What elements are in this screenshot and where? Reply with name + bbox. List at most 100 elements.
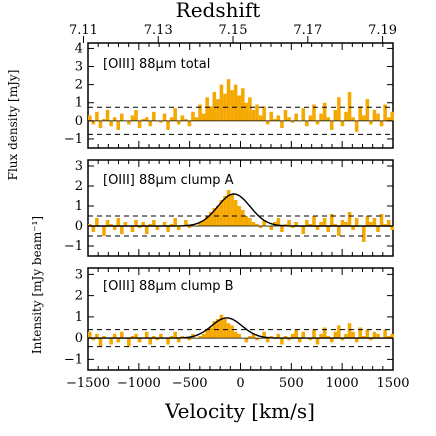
spectrum-bar <box>326 336 330 339</box>
spectrum-bar <box>347 323 352 339</box>
spectrum-bar <box>180 115 185 121</box>
spectrum-bar <box>184 119 188 121</box>
spectrum-bar <box>116 120 121 130</box>
spectrum-bar <box>201 333 206 339</box>
top-axis-title: Redshift <box>176 0 261 22</box>
spectrum-bar <box>187 226 192 228</box>
spectrum-bar <box>312 329 316 339</box>
spectrum-bar <box>326 226 330 232</box>
spectrum-bar <box>358 106 362 121</box>
spectrum-bar <box>230 90 234 121</box>
spectrum-bar <box>354 120 359 132</box>
spectrum-bar <box>134 333 138 339</box>
spectrum-bar <box>322 327 327 339</box>
spectrum-bar <box>344 222 348 226</box>
y-tick-label: 0 <box>75 114 83 129</box>
spectrum-bar <box>365 99 370 121</box>
spectrum-bar <box>244 216 249 226</box>
spectrum-bar <box>162 222 167 226</box>
spectrum-bar <box>322 218 327 226</box>
spectrum-bar <box>91 226 96 232</box>
spectrum-bar <box>255 338 259 341</box>
spectrum-bar <box>152 220 156 226</box>
y-tick-label: 0 <box>75 219 83 234</box>
spectrum-bar <box>226 79 231 121</box>
spectrum-bar <box>176 226 181 230</box>
panel-clump-a: −1 0 1 2 3 <box>64 159 395 257</box>
spectrum-bar <box>116 338 121 343</box>
spectrum-bar <box>329 120 334 130</box>
spectrum-bar <box>329 214 334 226</box>
spectrum-bar <box>262 331 266 339</box>
y-tick-label: 4 <box>75 41 83 56</box>
spectrum-bar <box>148 338 153 345</box>
top-tick-label: 7.13 <box>144 23 173 38</box>
spectrum-bar <box>155 226 160 230</box>
spectrum-bar <box>383 104 387 121</box>
spectrum-bar <box>351 331 355 339</box>
spectrum-bar <box>315 226 320 230</box>
spectrum-bar <box>173 218 177 226</box>
spectrum-bar <box>184 220 188 226</box>
spectrum-bar <box>337 226 341 236</box>
spectrum-bar <box>194 117 199 121</box>
spectrum-bar <box>369 338 373 341</box>
y-tick-label: 1 <box>75 310 83 325</box>
spectrum-bar <box>116 218 121 226</box>
spectrum-bar <box>372 109 377 121</box>
spectrum-bar <box>358 327 362 339</box>
spectrum-bar <box>383 224 387 226</box>
spectrum-bar <box>244 338 249 343</box>
spectrum-bar <box>109 224 113 226</box>
spectrum-bar <box>276 115 281 121</box>
spectrum-bar <box>241 88 245 121</box>
spectrum-bar <box>361 336 366 339</box>
spectrum-bar <box>365 216 370 226</box>
panel-label-clump-a: [OIII] 88μm clump A <box>103 173 234 188</box>
spectrum-bar <box>162 113 167 121</box>
spectrum-bar <box>372 218 377 226</box>
x-tick-label: 1500 <box>376 376 409 391</box>
spectrum-bar <box>315 338 320 345</box>
spectrum-bar <box>226 323 231 339</box>
spectrum-bar <box>159 333 163 339</box>
spectrum-bar <box>144 117 149 121</box>
spectrum-bar <box>333 109 338 121</box>
spectrum-bar <box>365 329 370 339</box>
spectrum-bar <box>230 194 234 226</box>
spectrum-bar <box>130 226 135 232</box>
spectrum-bar <box>169 224 174 226</box>
spectrum-bar <box>344 111 348 121</box>
spectrum-bar <box>208 106 213 121</box>
spectrum-bar <box>130 336 135 339</box>
spectrum-bar <box>265 338 270 343</box>
spectrum-bar <box>155 338 160 341</box>
spectrum-bar <box>258 115 263 121</box>
spectrum-bar <box>112 333 117 339</box>
spectrum-bar <box>361 115 366 121</box>
spectrum-bar <box>134 220 138 226</box>
spectrum-bar <box>337 97 341 121</box>
spectrum-bar <box>351 226 355 230</box>
spectrum-bar <box>248 336 252 339</box>
spectrum-bar <box>340 338 345 341</box>
spectrum-bar <box>226 190 231 226</box>
spectrum-bar <box>109 120 113 127</box>
spectrum-bar <box>315 120 320 125</box>
spectrum-bar <box>102 226 106 236</box>
spectrum-bar <box>308 115 313 121</box>
panel-clump-b: −1 0 1 2 3 <box>64 267 395 371</box>
spectrum-bar <box>287 117 291 121</box>
y-tick-label: 1 <box>75 199 83 214</box>
spectrum-bar <box>276 218 281 226</box>
spectrum-bar <box>120 331 124 339</box>
spectrum-bar <box>354 218 359 226</box>
gaussian-fit-line <box>88 317 393 339</box>
spectrum-bar <box>376 333 380 339</box>
spectrum-bar <box>290 226 295 228</box>
spectrum-bar <box>340 220 345 226</box>
spectrum-bar <box>98 338 103 347</box>
spectrum-bar <box>169 117 174 121</box>
spectrum-bar <box>102 119 106 121</box>
spectrum-bar <box>269 226 274 230</box>
